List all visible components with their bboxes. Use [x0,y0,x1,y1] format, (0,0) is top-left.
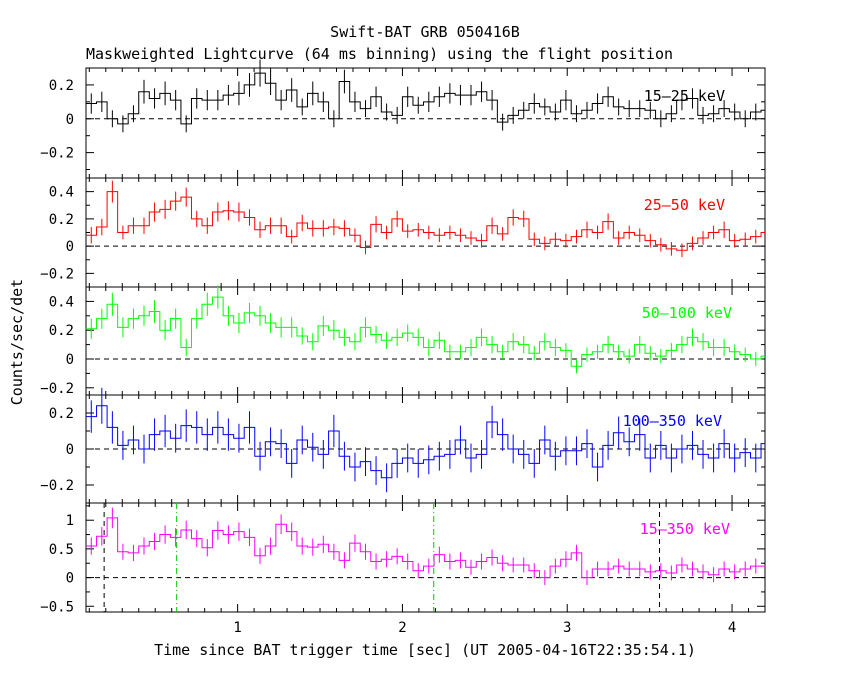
panel-50-100-kev: 0.4 0.2 0 −0.2 50–100 keV [40,285,766,397]
band-label: 100–350 keV [623,412,722,430]
y-tick-label: 0.4 [49,185,74,201]
x-axis-label: Time since BAT trigger time [sec] (UT 20… [154,641,696,659]
x-tick-label: 1 [233,620,241,636]
chart-title: Swift-BAT GRB 050416B [330,23,520,41]
y-tick-label: 0.2 [49,406,74,422]
y-tick-label: 0.2 [49,78,74,94]
y-tick-label: 0.2 [49,323,74,339]
panel-15-350-kev: 1 0.5 0 −0.5 15–350 keV 1 2 3 4 [40,502,766,636]
y-tick-label: −0.2 [40,381,74,397]
lightcurve-steps [86,296,765,367]
y-tick-label: 0 [66,571,74,587]
panel-25-50-kev: 0.4 0.2 0 −0.2 25–50 keV [40,177,766,288]
y-axis-label: Counts/sec/det [8,279,26,405]
chart-subtitle: Maskweighted Lightcurve (64 ms binning) … [86,45,673,63]
lightcurve-steps [86,191,765,251]
y-tick-label: 0 [66,112,74,128]
x-tick-label: 4 [728,620,736,636]
band-label: 15–350 keV [640,520,730,538]
y-tick-label: 0.5 [49,542,74,558]
y-tick-label: −0.2 [40,146,74,162]
y-tick-label: 1 [66,513,74,529]
y-tick-label: −0.2 [40,266,74,282]
panel-frame [85,502,766,613]
lightcurve-steps [86,405,765,479]
y-tick-label: 0.2 [49,212,74,228]
band-label: 25–50 keV [644,196,725,214]
lightcurve-steps [86,72,765,125]
y-tick-label: 0 [66,239,74,255]
panel-frame [85,67,766,179]
y-tick-label: −0.5 [40,599,74,615]
band-label: 50–100 keV [642,304,732,322]
y-tick-label: 0 [66,442,74,458]
x-tick-label: 3 [563,620,571,636]
x-tick-label: 2 [398,620,406,636]
y-tick-label: −0.2 [40,478,74,494]
panel-15-25-kev: 0.2 0 −0.2 15–25 keV [40,59,766,179]
panel-100-350-kev: 0.2 0 −0.2 100–350 keV [40,387,766,504]
y-tick-label: 0.4 [49,294,74,310]
band-label: 15–25 keV [644,87,725,105]
y-tick-label: 0 [66,352,74,368]
